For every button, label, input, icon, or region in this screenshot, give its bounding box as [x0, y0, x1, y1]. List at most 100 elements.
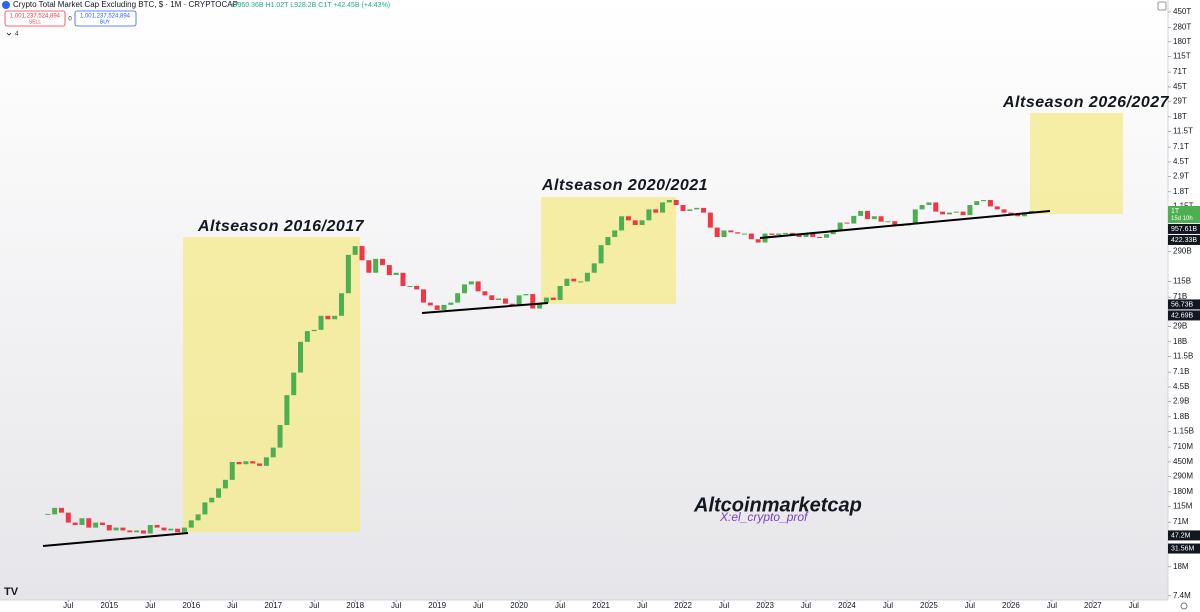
candle: [277, 425, 283, 448]
settings-icon[interactable]: [1157, 1, 1167, 11]
candle: [386, 265, 392, 276]
trend-line: [42, 532, 189, 547]
candle: [543, 297, 549, 303]
buy-label[interactable]: BUY: [100, 19, 111, 25]
candle: [981, 200, 987, 202]
buy-price[interactable]: 1,001,237,524,894: [80, 14, 131, 20]
candle: [687, 209, 693, 211]
candle: [817, 236, 823, 238]
candle: [154, 525, 160, 528]
highlight-box: [1030, 113, 1123, 214]
candle: [270, 447, 276, 458]
y-tick-label: 450T: [1173, 7, 1191, 16]
candle: [1001, 209, 1007, 213]
sell-price[interactable]: 1,001,237,524,894: [10, 14, 61, 20]
price-label-text: 56.73B: [1171, 301, 1194, 308]
price-label: [1168, 299, 1200, 310]
candle: [257, 463, 263, 466]
price-label-text: 1T: [1171, 208, 1180, 215]
collapse-icon[interactable]: [6, 32, 12, 36]
candle: [776, 233, 782, 235]
y-tick-label: 18M: [1173, 562, 1189, 571]
y-tick-label: 18B: [1173, 337, 1187, 346]
trend-line: [759, 210, 1051, 239]
candle: [195, 514, 201, 521]
y-tick-label: 115B: [1173, 277, 1191, 286]
y-tick-label: 2.9B: [1173, 396, 1189, 405]
candle: [209, 497, 215, 503]
candle: [578, 281, 584, 283]
candle: [359, 246, 365, 261]
y-tick-label: 71M: [1173, 517, 1189, 526]
x-tick-label: Jul: [145, 601, 155, 610]
settings-gear[interactable]: [1180, 602, 1188, 610]
candle: [52, 507, 58, 515]
highlight-box: [541, 197, 676, 304]
indicator-count[interactable]: 4: [15, 32, 19, 38]
candle: [612, 230, 618, 237]
candle: [940, 211, 946, 215]
logo: TV: [4, 586, 19, 598]
buy-button[interactable]: [74, 10, 137, 27]
candle: [810, 233, 816, 237]
candle: [994, 206, 1000, 210]
candle: [284, 395, 290, 426]
candle: [748, 233, 754, 240]
x-tick-label: 2016: [182, 601, 200, 610]
candle: [263, 457, 269, 466]
y-tick-label: 7.4M: [1173, 591, 1191, 600]
spread: 0: [68, 17, 72, 23]
candle: [380, 258, 386, 266]
sell-button[interactable]: [4, 10, 66, 27]
x-tick-label: Jul: [227, 601, 237, 610]
y-tick-label: 4.5B: [1173, 382, 1189, 391]
candle: [742, 233, 748, 235]
price-label-text: 31.56M: [1171, 545, 1195, 552]
candle: [871, 216, 877, 220]
candle: [660, 202, 666, 213]
price-label-text: 957.61B: [1171, 226, 1197, 233]
y-tick-label: 2.9T: [1173, 171, 1189, 180]
candle: [468, 281, 474, 285]
sell-label[interactable]: SELL: [29, 19, 41, 25]
candle: [598, 245, 604, 264]
candle: [99, 522, 105, 525]
candle: [912, 209, 918, 225]
candle: [188, 520, 194, 528]
candle: [1008, 212, 1014, 215]
candle: [427, 302, 433, 306]
x-tick-label: 2018: [346, 601, 364, 610]
x-tick-label: Jul: [473, 601, 483, 610]
candle: [523, 294, 529, 296]
candle: [789, 232, 795, 235]
ohlc-values: O960.36B H1.02T L928.2B C1T +42.45B (+4.…: [232, 2, 390, 9]
y-tick-label: 1.8B: [1173, 412, 1189, 421]
candle: [400, 272, 406, 286]
x-tick-label: Jul: [637, 601, 647, 610]
candle: [967, 205, 973, 216]
candle: [584, 272, 590, 282]
credit: X:el_crypto_prof: [719, 510, 809, 524]
candle: [113, 527, 119, 531]
price-label-countdown: 15d 10h: [1171, 216, 1193, 222]
candle: [482, 291, 488, 296]
candle: [1015, 214, 1021, 217]
candle: [987, 200, 993, 207]
candle: [516, 295, 522, 306]
price-label: [1168, 543, 1200, 554]
candle: [229, 461, 235, 480]
price-label-text: 47.2M: [1171, 532, 1191, 539]
candle: [694, 207, 700, 210]
candle: [181, 527, 187, 533]
y-tick-label: 180M: [1173, 487, 1193, 496]
y-tick-label: 71B: [1173, 292, 1187, 301]
candle: [960, 211, 966, 216]
candle: [885, 221, 891, 223]
price-label: [1168, 234, 1200, 245]
candle: [769, 233, 775, 235]
symbol-title[interactable]: Crypto Total Market Cap Excluding BTC, $…: [13, 0, 238, 9]
candle: [728, 230, 734, 233]
y-tick-label: 71T: [1173, 67, 1187, 76]
candle: [120, 527, 126, 531]
candle: [755, 239, 761, 243]
